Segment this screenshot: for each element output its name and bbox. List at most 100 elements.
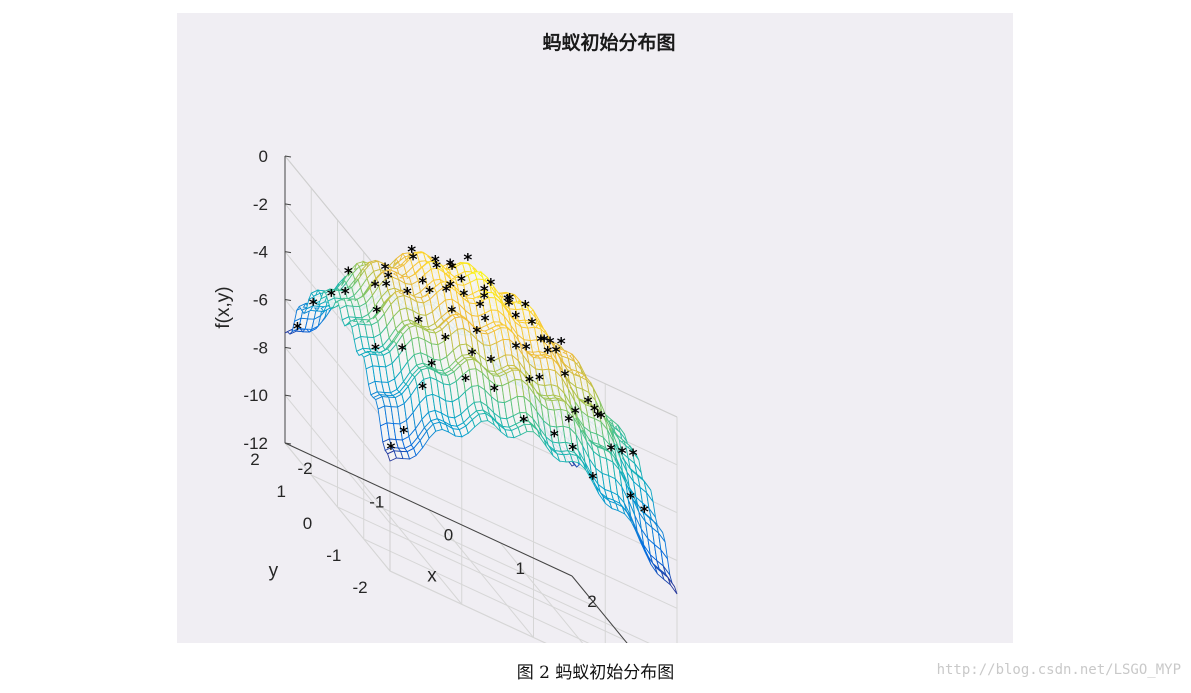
ant-marker: *	[527, 315, 536, 335]
ant-marker: *	[442, 282, 451, 302]
ant-marker: *	[344, 264, 353, 284]
z-tick-label: -4	[253, 243, 268, 262]
ant-marker: *	[431, 253, 440, 273]
ant-marker: *	[418, 274, 427, 294]
x-axis-label: x	[427, 565, 437, 586]
watermark: http://blog.csdn.net/LSGO_MYP	[936, 662, 1181, 678]
surface-mesh	[284, 251, 678, 595]
ant-marker: *	[459, 287, 468, 307]
ant-marker: *	[480, 289, 489, 309]
ant-marker: *	[590, 402, 599, 422]
surface-plot: ********** ** ** ** * **** ** ************** ***…	[213, 31, 678, 643]
z-tick-label: -12	[243, 434, 268, 453]
ant-marker: *	[521, 297, 530, 317]
chart-title: 蚂蚁初始分布图	[542, 31, 675, 54]
ant-marker: *	[626, 489, 635, 509]
ant-marker: *	[409, 250, 418, 270]
ant-marker: *	[588, 469, 597, 489]
ant-marker: *	[432, 258, 441, 278]
ant-marker: *	[522, 340, 531, 360]
ant-marker: *	[640, 502, 649, 522]
ant-marker: *	[425, 283, 434, 303]
ant-marker: *	[448, 259, 457, 279]
ant-marker: *	[546, 334, 555, 354]
ant-marker: *	[597, 408, 606, 428]
x-tick-label: -1	[369, 492, 384, 511]
ant-marker: *	[476, 297, 485, 317]
ant-marker: *	[505, 296, 514, 316]
ant-marker: *	[486, 275, 495, 295]
z-tick-label: -2	[253, 195, 268, 214]
z-tick-label: -8	[253, 338, 268, 357]
y-tick-label: -2	[352, 578, 367, 597]
z-tick-label: -6	[253, 291, 268, 310]
x-tick-label: 1	[516, 559, 525, 578]
ant-marker: *	[371, 277, 380, 297]
ant-marker: *	[468, 346, 477, 366]
y-tick-label: 2	[250, 450, 259, 469]
ant-marker: *	[481, 311, 490, 331]
y-axis-label: y	[269, 561, 279, 582]
ant-marker: *	[407, 243, 416, 263]
ant-marker: *	[511, 309, 520, 329]
ant-marker: *	[341, 284, 350, 304]
ant-marker: *	[512, 339, 521, 359]
ant-marker: *	[618, 444, 627, 464]
ant-marker: *	[399, 424, 408, 444]
ant-marker: *	[418, 380, 427, 400]
ant-marker: *	[447, 303, 456, 323]
x-tick-label: -2	[297, 459, 312, 478]
ant-marker: *	[441, 330, 450, 350]
ant-marker: *	[593, 408, 602, 428]
x-tick-label: 2	[587, 592, 596, 611]
ant-marker: *	[505, 291, 514, 311]
ant-marker: *	[371, 341, 380, 361]
z-tick-label: -10	[243, 386, 268, 405]
ant-marker: *	[384, 268, 393, 288]
ant-marker: *	[568, 441, 577, 461]
ant-marker: *	[535, 370, 544, 390]
ant-marker: *	[403, 285, 412, 305]
ant-marker: *	[457, 272, 466, 292]
ant-marker: *	[552, 343, 561, 363]
ant-marker: *	[503, 291, 512, 311]
ant-marker: *	[480, 282, 489, 302]
y-tick-label: 0	[303, 514, 312, 533]
ant-marker: *	[540, 332, 549, 352]
ant-marker: *	[564, 412, 573, 432]
ant-marker: *	[461, 372, 470, 392]
y-tick-label: 1	[277, 482, 286, 501]
z-axis-label: f(x,y)	[213, 286, 234, 328]
z-tick-label: 0	[259, 147, 268, 166]
ant-marker: *	[382, 277, 391, 297]
ant-marker: *	[446, 277, 455, 297]
ant-marker: *	[427, 357, 436, 377]
ant-marker: *	[387, 440, 396, 460]
ant-marker: *	[293, 320, 302, 340]
ant-marker: *	[629, 446, 638, 466]
ant-marker: *	[398, 341, 407, 361]
ant-marker: *	[381, 260, 390, 280]
ant-marker: *	[414, 313, 423, 333]
x-tick-label: 0	[444, 526, 453, 545]
ant-marker: *	[571, 404, 580, 424]
ant-marker: *	[490, 381, 499, 401]
ant-marker: *	[550, 427, 559, 447]
ant-marker: *	[525, 373, 534, 393]
ant-marker: *	[463, 251, 472, 271]
y-tick-label: -1	[326, 546, 341, 565]
ant-marker: *	[446, 256, 455, 276]
ant-marker: *	[607, 441, 616, 461]
ant-marker: *	[561, 367, 570, 387]
ant-marker: *	[584, 394, 593, 414]
ant-marker: *	[472, 323, 481, 343]
figure-caption: 图 2 蚂蚁初始分布图	[516, 663, 675, 683]
ant-marker: *	[536, 332, 545, 352]
figure-canvas: * * * * * * * * * * * * * * * * * * * * * * * * * * * * * * * * * * * * * * * *…	[177, 13, 1013, 643]
ant-marker: *	[309, 296, 318, 316]
ant-marker: *	[327, 287, 336, 307]
ant-marker: *	[372, 303, 381, 323]
ant-marker: *	[487, 353, 496, 373]
ant-marker: *	[543, 344, 552, 364]
ant-marker: *	[557, 335, 566, 355]
